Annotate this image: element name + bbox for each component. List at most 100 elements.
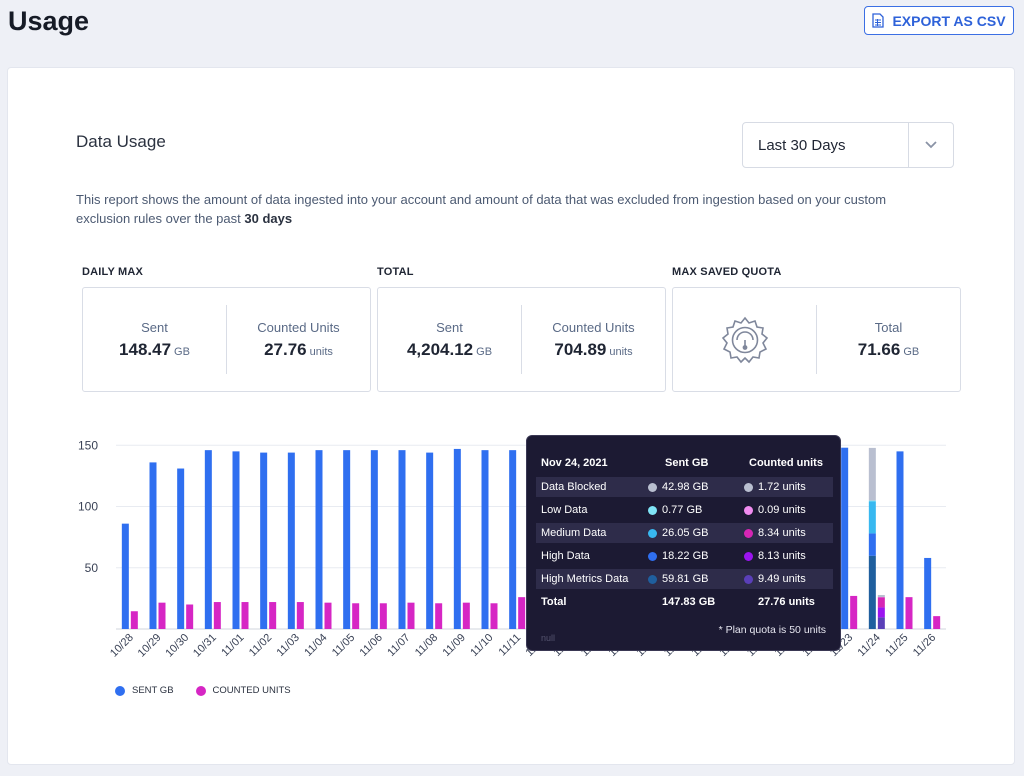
- sent-bar-segment: [868, 501, 876, 534]
- select-divider: [908, 123, 909, 167]
- tooltip-row-units: 9.49 units: [758, 573, 806, 585]
- x-tick-label: 10/29: [136, 632, 164, 660]
- x-tick-label: 11/10: [468, 632, 495, 659]
- total-sent: Sent 4,204.12 GB: [378, 288, 521, 391]
- counted-units-bar: [158, 602, 166, 629]
- daily-max-sent: Sent 148.47 GB: [83, 288, 226, 391]
- tooltip-row-sent: 0.77 GB: [662, 504, 703, 516]
- sent-label: Sent: [436, 319, 463, 335]
- tooltip-col-sent: Sent GB: [665, 457, 709, 469]
- total-counted-units: Counted Units 704.89 units: [522, 288, 665, 391]
- max-saved-total: Total 71.66 GB: [817, 288, 960, 391]
- daily-max-counted-units: Counted Units 27.76 units: [227, 288, 370, 391]
- total-card: Sent 4,204.12 GB Counted Units 704.89 unit…: [377, 287, 666, 392]
- counted-units-bar: [518, 597, 526, 629]
- sent-unit: GB: [174, 345, 190, 358]
- gauge-gear-icon: [721, 316, 768, 363]
- legend-dot: [195, 685, 206, 696]
- legend-label: COUNTED UNITS: [212, 685, 291, 696]
- counted-units-bar: [462, 602, 470, 629]
- units-dot: [744, 505, 753, 515]
- tooltip-row-sent: 59.81 GB: [662, 573, 709, 585]
- tooltip-total-row: Total 147.83 GB 27.76 units: [536, 592, 833, 612]
- counted-units-label: Counted Units: [257, 319, 340, 335]
- legend-item-sent-gb[interactable]: SENT GB: [115, 685, 174, 696]
- x-tick-label: 11/25: [883, 632, 910, 659]
- counted-units-bar: [379, 603, 387, 629]
- sent-value: 148.47: [119, 339, 172, 359]
- units-dot: [744, 574, 753, 584]
- card-divider: [816, 305, 817, 374]
- sent-bar: [287, 452, 295, 629]
- x-tick-label: 11/26: [911, 632, 938, 659]
- sent-dot: [648, 574, 657, 584]
- counted-units-bar: [269, 602, 277, 629]
- max-saved-quota-label: MAX SAVED QUOTA: [672, 266, 782, 278]
- sent-bar-segment: [868, 500, 876, 502]
- date-range-value: Last 30 Days: [758, 136, 846, 154]
- legend-item-counted-units[interactable]: COUNTED UNITS: [195, 685, 291, 696]
- counted-units-unit: units: [309, 345, 333, 358]
- counted-units-bar: [186, 604, 194, 629]
- sent-bar: [149, 462, 157, 629]
- usage-panel: Data Usage Last 30 Days This report show…: [7, 67, 1015, 765]
- sent-bar: [177, 468, 185, 629]
- export-csv-button[interactable]: EXPORT AS CSV: [864, 6, 1014, 35]
- y-tick-label: 50: [85, 561, 99, 575]
- counted-units-bar: [933, 616, 941, 629]
- tooltip-date: Nov 24, 2021: [541, 457, 608, 469]
- report-description: This report shows the amount of data ing…: [76, 190, 936, 228]
- sent-bar: [315, 450, 323, 629]
- date-range-select[interactable]: Last 30 Days: [742, 122, 954, 168]
- total-unit: GB: [903, 345, 920, 358]
- daily-max-label: DAILY MAX: [82, 266, 144, 278]
- max-saved-quota-card: Total 71.66 GB: [672, 287, 961, 392]
- tooltip-row-label: Data Blocked: [541, 481, 607, 493]
- counted-units-bar: [324, 602, 332, 629]
- sent-bar: [260, 452, 268, 629]
- counted-units-label: Counted Units: [552, 319, 635, 335]
- x-tick-label: 11/03: [275, 632, 302, 659]
- tooltip-row-units: 1.72 units: [758, 481, 806, 493]
- chart-legend: SENT GB COUNTED UNITS: [115, 685, 291, 696]
- counted-units-bar: [296, 602, 304, 629]
- counted-units-unit: units: [609, 345, 633, 358]
- sent-unit: GB: [476, 345, 493, 358]
- sent-dot: [648, 505, 657, 515]
- sent-bar: [426, 452, 434, 629]
- section-title: Data Usage: [76, 132, 166, 151]
- chevron-down-icon[interactable]: [909, 141, 953, 149]
- counted-units-bar-segment: [877, 597, 885, 608]
- sent-dot: [648, 551, 657, 561]
- tooltip-row-label: Low Data: [541, 504, 588, 516]
- units-dot: [744, 551, 753, 561]
- legend-label: SENT GB: [132, 685, 174, 696]
- x-tick-label: 11/09: [441, 632, 468, 659]
- tooltip-total-sent: 147.83 GB: [662, 596, 716, 608]
- x-tick-label: 11/02: [247, 632, 274, 659]
- sent-bar-segment: [868, 555, 876, 629]
- tooltip-row: Low Data 0.77 GB 0.09 units: [536, 500, 833, 520]
- x-tick-label: 11/08: [413, 632, 440, 659]
- counted-units-bar-segment: [877, 607, 885, 618]
- sent-bar-segment: [868, 533, 876, 556]
- y-tick-label: 100: [78, 500, 98, 514]
- counted-units-bar: [850, 595, 858, 629]
- sent-label: Sent: [141, 319, 168, 335]
- units-dot: [744, 528, 753, 538]
- tooltip-row: Data Blocked 42.98 GB 1.72 units: [536, 477, 833, 497]
- sent-dot: [648, 482, 657, 492]
- tooltip-row: High Data 18.22 GB 8.13 units: [536, 546, 833, 566]
- sent-bar: [509, 450, 517, 629]
- sent-bar: [121, 523, 129, 629]
- legend-dot: [115, 685, 125, 696]
- card-divider: [521, 305, 522, 374]
- total-value: 71.66: [857, 339, 901, 359]
- x-tick-label: 11/24: [856, 632, 883, 659]
- description-text: This report shows the amount of data ing…: [76, 192, 887, 226]
- counted-units-bar: [241, 602, 249, 629]
- tooltip-row-units: 0.09 units: [758, 504, 806, 516]
- counted-units-value: 27.76: [264, 339, 307, 359]
- x-tick-label: 10/31: [191, 632, 219, 660]
- daily-max-card: Sent 148.47 GB Counted Units 27.76 units: [82, 287, 371, 392]
